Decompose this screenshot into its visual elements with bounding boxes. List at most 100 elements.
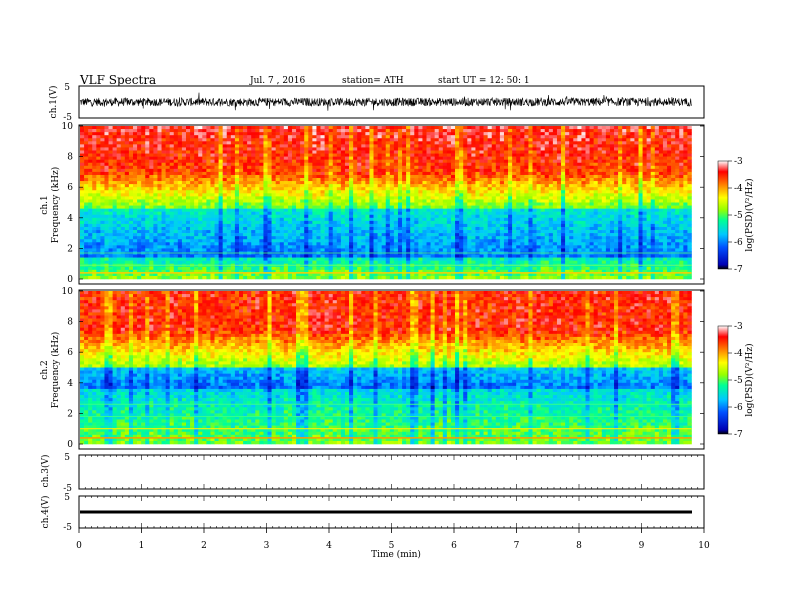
spectrogram-cell bbox=[324, 156, 329, 160]
spectrogram-cell bbox=[104, 165, 109, 170]
spectrogram-cell bbox=[80, 266, 85, 271]
spectrogram-cell bbox=[373, 242, 378, 246]
spectrogram-cell bbox=[434, 211, 440, 216]
spectrogram-cell bbox=[100, 196, 105, 200]
spectrogram-cell bbox=[279, 230, 285, 234]
spectrogram-cell bbox=[316, 199, 321, 203]
spectrogram-cell bbox=[247, 129, 252, 133]
spectrogram-cell bbox=[267, 236, 272, 240]
spectrogram-cell bbox=[202, 126, 207, 130]
spectrogram-cell bbox=[373, 275, 378, 280]
spectrogram-cell bbox=[357, 162, 362, 167]
spectrogram-cell bbox=[124, 141, 130, 145]
spectrogram-cell bbox=[226, 202, 232, 206]
spectrogram-cell bbox=[442, 233, 448, 237]
spectrogram-cell bbox=[112, 144, 117, 148]
spectrogram-cell bbox=[214, 190, 219, 194]
spectrogram-cell bbox=[255, 129, 260, 133]
spectrogram-cell bbox=[357, 202, 362, 206]
spectrogram-cell bbox=[190, 239, 195, 243]
spectrogram-cell bbox=[479, 202, 484, 206]
spectrogram-cell bbox=[467, 230, 472, 234]
spectrogram-cell bbox=[173, 266, 179, 271]
spectrogram-cell bbox=[137, 153, 142, 157]
spectrogram-cell bbox=[100, 269, 105, 274]
spectrogram-cell bbox=[153, 187, 158, 191]
spectrogram-cell bbox=[308, 230, 313, 234]
spectrogram-cell bbox=[397, 223, 403, 228]
spectrogram-cell bbox=[206, 242, 211, 246]
spectrogram-cell bbox=[267, 211, 272, 216]
spectrogram-cell bbox=[275, 248, 281, 252]
spectrogram-cell bbox=[149, 147, 154, 151]
spectrogram-cell bbox=[243, 242, 248, 246]
spectrogram-cell bbox=[353, 196, 358, 200]
spectrogram-cell bbox=[397, 220, 403, 225]
spectrogram-cell bbox=[108, 239, 113, 243]
spectrogram-cell bbox=[243, 266, 248, 271]
spectrogram-cell bbox=[181, 236, 187, 240]
spectrogram-cell bbox=[304, 233, 309, 237]
spectrogram-cell bbox=[202, 202, 207, 206]
spectrogram-cell bbox=[84, 174, 89, 179]
spectrogram-cell bbox=[393, 254, 399, 258]
spectrogram-cell bbox=[463, 269, 468, 274]
spectrogram-cell bbox=[153, 217, 158, 222]
spectrogram-cell bbox=[393, 266, 399, 271]
spectrogram-cell bbox=[112, 239, 117, 243]
spectrogram-cell bbox=[300, 260, 305, 264]
spectrogram-cell bbox=[467, 168, 472, 173]
spectrogram-cell bbox=[226, 257, 232, 261]
spectrogram-cell bbox=[312, 190, 317, 194]
spectrogram-cell bbox=[157, 199, 162, 203]
spectrogram-cell bbox=[234, 193, 240, 197]
spectrogram-cell bbox=[410, 165, 415, 170]
spectrogram-cell bbox=[381, 168, 387, 173]
spectrogram-cell bbox=[271, 205, 276, 209]
spectrogram-cell bbox=[96, 214, 101, 219]
spectrogram-cell bbox=[389, 181, 395, 185]
spectrogram-cell bbox=[198, 162, 203, 167]
spectrogram-cell bbox=[332, 260, 338, 264]
spectrogram-cell bbox=[243, 202, 248, 206]
spectrogram-cell bbox=[238, 272, 244, 277]
spectrogram-cell bbox=[397, 181, 403, 185]
spectrogram-cell bbox=[243, 211, 248, 216]
spectrogram-cell bbox=[96, 159, 101, 164]
spectrogram-cell bbox=[218, 147, 223, 151]
spectrogram-cell bbox=[475, 147, 480, 151]
spectrogram-cell bbox=[332, 171, 338, 176]
spectrogram-cell bbox=[304, 223, 309, 228]
spectrogram-cell bbox=[161, 202, 166, 206]
spectrogram-cell bbox=[442, 217, 448, 222]
spectrogram-cell bbox=[145, 233, 150, 237]
spectrogram-cell bbox=[389, 236, 395, 240]
spectrogram-cell bbox=[149, 236, 154, 240]
spectrogram-cell bbox=[467, 223, 472, 228]
spectrogram-cell bbox=[406, 141, 411, 145]
spectrogram-cell bbox=[218, 254, 223, 258]
spectrogram-cell bbox=[165, 245, 170, 249]
spectrogram-cell bbox=[263, 187, 268, 191]
spectrogram-cell bbox=[442, 248, 448, 252]
spectrogram-cell bbox=[438, 147, 444, 151]
spectrogram-cell bbox=[112, 254, 117, 258]
spectrogram-cell bbox=[369, 199, 374, 203]
spectrogram-cell bbox=[161, 190, 166, 194]
spectrogram-cell bbox=[128, 211, 134, 216]
spectrogram-cell bbox=[116, 220, 122, 225]
spectrogram-cell bbox=[210, 159, 215, 164]
spectrogram-cell bbox=[430, 187, 435, 191]
spectrogram-cell bbox=[349, 248, 354, 252]
spectrogram-cell bbox=[377, 202, 382, 206]
spectrogram-cell bbox=[471, 202, 476, 206]
spectrogram-cell bbox=[483, 193, 488, 197]
spectrogram-cell bbox=[467, 220, 472, 225]
spectrogram-cell bbox=[320, 129, 325, 133]
spectrogram-cell bbox=[133, 254, 138, 258]
spectrogram-cell bbox=[459, 236, 464, 240]
spectrogram-cell bbox=[112, 162, 117, 167]
spectrogram-cell bbox=[149, 162, 154, 167]
spectrogram-cell bbox=[267, 196, 272, 200]
spectrogram-cell bbox=[230, 236, 236, 240]
